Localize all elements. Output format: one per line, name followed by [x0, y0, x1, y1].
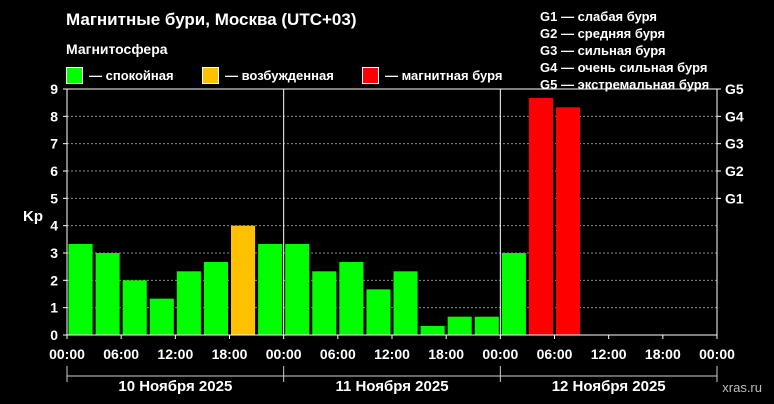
y-tick-label: 0	[50, 327, 58, 343]
g-tick-label: G1	[725, 190, 744, 206]
x-tick-label: 06:00	[537, 346, 573, 362]
day-label: 10 Ноября 2025	[118, 378, 232, 395]
y-tick-label: 3	[50, 245, 58, 261]
kp-bar	[258, 243, 283, 335]
x-tick-label: 06:00	[320, 346, 356, 362]
g-tick-label: G5	[725, 81, 744, 97]
kp-bar	[149, 298, 174, 335]
y-tick-label: 8	[50, 108, 58, 124]
x-tick-label: 12:00	[591, 346, 627, 362]
x-tick-label: 18:00	[645, 346, 681, 362]
x-tick-label: 00:00	[699, 346, 735, 362]
kp-bar	[312, 271, 337, 335]
kp-bar	[447, 316, 472, 335]
day-label: 12 Ноября 2025	[552, 378, 666, 395]
kp-bar	[366, 289, 391, 335]
kp-bar	[501, 253, 526, 335]
kp-bar	[95, 253, 120, 335]
storm-scale-g4: G4 — очень сильная буря	[540, 60, 708, 75]
legend-active: — возбужденная	[202, 66, 334, 84]
kp-bar	[393, 271, 418, 335]
kp-bar	[122, 280, 147, 335]
kp-bar	[176, 271, 201, 335]
kp-bar	[556, 107, 581, 336]
kp-bar	[231, 225, 256, 335]
legend-storm-swatch	[362, 66, 379, 84]
legend-storm-label: — магнитная буря	[385, 67, 503, 83]
legend-quiet-label: — спокойная	[89, 67, 174, 83]
legend-active-label: — возбужденная	[225, 67, 334, 83]
storm-scale-g3: G3 — сильная буря	[540, 43, 666, 58]
watermark: xras.ru	[722, 380, 762, 395]
day-label: 11 Ноября 2025	[335, 378, 448, 395]
kp-bar	[420, 325, 445, 335]
x-tick-label: 12:00	[374, 346, 410, 362]
x-tick-label: 18:00	[212, 346, 248, 362]
y-tick-label: 4	[50, 218, 58, 234]
y-tick-label: 5	[50, 190, 58, 206]
storm-scale-g1: G1 — слабая буря	[540, 9, 658, 24]
g-tick-label: G3	[725, 136, 744, 152]
x-tick-label: 00:00	[49, 346, 85, 362]
page-title: Магнитные бури, Москва (UTC+03)	[66, 10, 357, 29]
plot-frame	[66, 88, 718, 336]
storm-scale-g5: G5 — экстремальная буря	[540, 77, 710, 92]
kp-bar	[285, 243, 310, 335]
x-tick-label: 00:00	[482, 346, 518, 362]
kp-bar	[474, 316, 499, 335]
legend-title: Магнитосфера	[66, 41, 168, 57]
y-tick-label: 9	[50, 81, 58, 97]
y-axis-label: Kp	[23, 208, 43, 225]
legend-quiet: — спокойная	[66, 66, 174, 84]
legend-active-swatch	[202, 66, 219, 84]
x-tick-label: 18:00	[428, 346, 464, 362]
storm-scale-legend: G1 — слабая буря G2 — средняя буря G3 — …	[540, 8, 709, 93]
g-tick-label: G2	[725, 163, 744, 179]
y-tick-label: 7	[50, 136, 58, 152]
kp-bar	[68, 243, 93, 335]
kp-bar	[203, 262, 228, 335]
y-tick-label: 2	[50, 272, 58, 288]
x-tick-label: 06:00	[103, 346, 139, 362]
legend-storm: — магнитная буря	[362, 66, 502, 84]
kp-bar	[339, 262, 364, 335]
x-tick-label: 00:00	[266, 346, 302, 362]
g-tick-label: G4	[725, 108, 744, 124]
y-tick-label: 1	[50, 300, 58, 316]
legend-quiet-swatch	[66, 66, 83, 84]
x-tick-label: 12:00	[157, 346, 193, 362]
storm-scale-g2: G2 — средняя буря	[540, 26, 666, 41]
y-tick-label: 6	[50, 163, 58, 179]
kp-bar	[528, 98, 553, 336]
